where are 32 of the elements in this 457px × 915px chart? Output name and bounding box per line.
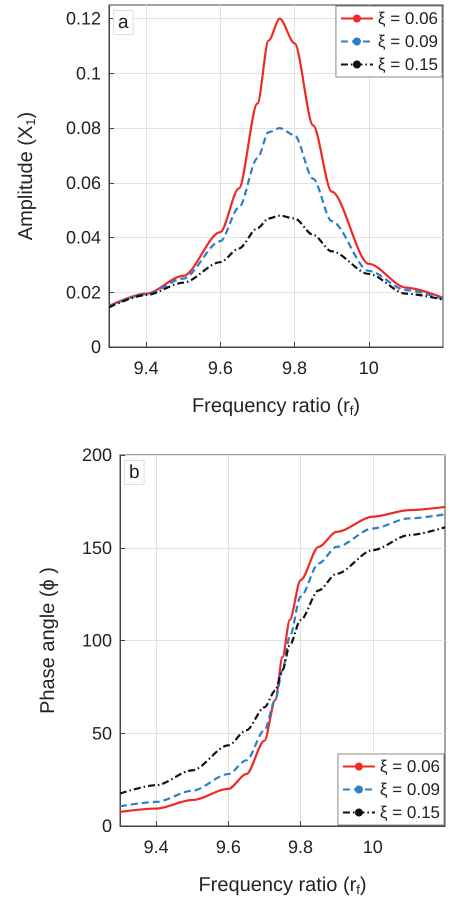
legend-label: ξ = 0.09 xyxy=(378,32,438,51)
line-series xyxy=(108,127,444,308)
y-tick-label: 0.06 xyxy=(66,172,101,193)
legend-label: ξ = 0.06 xyxy=(378,9,438,28)
y-axis-title: Amplitude (X1) xyxy=(15,112,38,240)
x-tick-label: 10 xyxy=(362,837,383,857)
x-tick-label: 9.8 xyxy=(282,358,308,378)
y-tick-label: 200 xyxy=(82,445,112,465)
y-tick-label: 0.1 xyxy=(76,63,101,84)
annotation: b xyxy=(129,462,140,483)
x-tick-label: 9.8 xyxy=(288,837,314,857)
y-tick-label: 0.08 xyxy=(66,118,101,138)
x-tick-label: 10 xyxy=(358,358,379,378)
annotation: a xyxy=(118,12,129,33)
x-tick-label: 9.6 xyxy=(216,837,241,857)
y-tick-label: 0.12 xyxy=(66,8,101,29)
y-tick-label: 50 xyxy=(92,723,112,744)
y-tick-label: 0 xyxy=(102,816,112,836)
y-tick-label: 0.02 xyxy=(66,282,101,302)
legend-label: ξ = 0.06 xyxy=(380,757,440,776)
x-tick-label: 9.6 xyxy=(208,358,233,378)
x-tick-label: 9.4 xyxy=(134,358,159,378)
y-tick-label: 150 xyxy=(82,538,112,558)
legend-label: ξ = 0.15 xyxy=(378,55,438,74)
x-tick-label: 9.4 xyxy=(144,837,169,857)
y-tick-label: 100 xyxy=(82,630,112,650)
legend-label: ξ = 0.15 xyxy=(380,803,440,822)
line-series xyxy=(108,214,444,308)
y-tick-label: 0 xyxy=(90,337,101,357)
y-tick-label: 0.04 xyxy=(66,228,101,248)
y-axis-title: Phase angle (ϕ ) xyxy=(37,567,59,714)
legend-label: ξ = 0.09 xyxy=(380,780,440,799)
